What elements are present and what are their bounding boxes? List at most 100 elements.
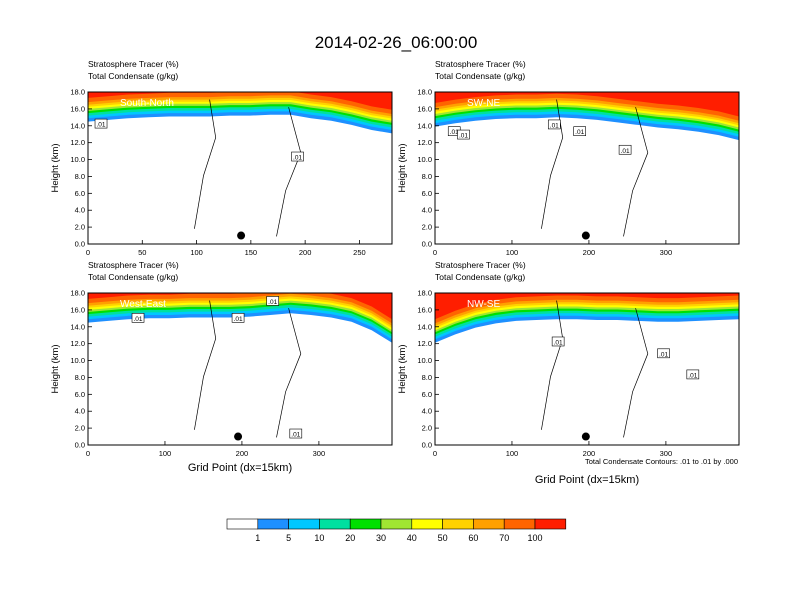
contour-label: .01 [234, 316, 243, 323]
x-tick-label: 300 [660, 248, 673, 257]
plot-area: .01 .01 .01 .01 [88, 293, 392, 445]
plot-area: .01 .01 [88, 92, 392, 244]
panel-west-east: Stratosphere Tracer (%) Total Condensate … [50, 260, 393, 458]
x-tick-label: 200 [583, 449, 596, 458]
x-axis-label-right: Grid Point (dx=15km) [535, 474, 639, 486]
contour-label: .01 [97, 122, 106, 129]
y-tick-label: 14.0 [70, 121, 85, 130]
contour-label: .01 [450, 129, 459, 136]
condensate-contour [194, 99, 217, 229]
legend-swatch [473, 518, 505, 530]
x-tick-label: 150 [245, 248, 258, 257]
y-tick-label: 14.0 [417, 322, 432, 331]
y-tick-label: 10.0 [70, 356, 85, 365]
y-tick-label: 8.0 [75, 172, 85, 181]
contour-label-box [266, 296, 280, 306]
y-tick-label: 2.0 [422, 424, 432, 433]
x-tick-label: 50 [138, 248, 146, 257]
y-tick-label: 18.0 [417, 88, 432, 97]
contour-label-box [291, 151, 304, 162]
plot-frame [434, 91, 740, 245]
y-tick-label: 6.0 [75, 189, 85, 198]
panel-header-tracer: Stratosphere Tracer (%) [88, 59, 179, 69]
y-tick-label: 6.0 [422, 390, 432, 399]
x-tick-label: 200 [583, 248, 596, 257]
location-marker [581, 231, 590, 240]
y-tick-label: 8.0 [75, 373, 85, 382]
legend-level-label: 100 [527, 533, 542, 543]
contour-label-box [551, 336, 565, 347]
contour-label-box [94, 118, 108, 129]
tracer-band-8 [435, 293, 739, 324]
y-tick-label: 0.0 [75, 240, 85, 249]
contour-label-box [131, 313, 145, 323]
tracer-band-9 [435, 293, 739, 320]
y-tick-label: 2.0 [75, 424, 85, 433]
y-tick-label: 4.0 [422, 206, 432, 215]
legend-level-label: 30 [376, 533, 386, 543]
legend-swatch [226, 518, 259, 530]
tracer-band-6 [88, 293, 392, 328]
x-tick-label: 100 [159, 449, 172, 458]
plot-frame [87, 292, 393, 446]
y-tick-label: 4.0 [422, 407, 432, 416]
y-tick-label: 16.0 [70, 104, 85, 113]
x-axis-label-left: Grid Point (dx=15km) [188, 462, 292, 474]
y-tick-label: 0.0 [422, 240, 432, 249]
tracer-band-9 [88, 92, 392, 110]
y-tick-label: 12.0 [70, 138, 85, 147]
y-tick-label: 12.0 [417, 339, 432, 348]
x-tick-label: 100 [506, 248, 519, 257]
contour-label-box [686, 369, 700, 380]
condensate-contour [623, 107, 649, 237]
x-tick-label: 0 [433, 248, 437, 257]
contour-label-box [457, 129, 470, 140]
tracer-band-7 [88, 293, 392, 326]
legend-level-label: 70 [499, 533, 509, 543]
panel-header-tracer: Stratosphere Tracer (%) [435, 59, 526, 69]
legend-level-label: 40 [407, 533, 417, 543]
y-tick-label: 0.0 [75, 441, 85, 450]
y-tick-label: 6.0 [422, 189, 432, 198]
y-tick-label: 18.0 [70, 88, 85, 97]
color-legend: 1 5 10 20 30 40 50 60 70 100 [226, 518, 567, 543]
x-tick-label: 100 [190, 248, 203, 257]
location-marker [234, 432, 243, 441]
legend-level-label: 60 [468, 533, 478, 543]
legend-swatch [380, 518, 413, 530]
condensate-contour [541, 99, 564, 229]
y-tick-label: 10.0 [70, 155, 85, 164]
y-tick-label: 12.0 [70, 339, 85, 348]
y-tick-label: 2.0 [75, 223, 85, 232]
plot-area: .01 .01 .01 [435, 293, 739, 445]
legend-swatch [288, 518, 320, 530]
panel-title: West-East [120, 299, 166, 310]
panel-header-condensate: Total Condensate (g/kg) [88, 272, 178, 282]
contour-label-box [573, 126, 586, 136]
contour-label: .01 [134, 316, 143, 323]
y-axis-label: Height (km) [397, 344, 408, 393]
tracer-band-9 [88, 293, 392, 320]
contour-label-box [618, 144, 632, 155]
panel-title: SW-NE [467, 98, 500, 109]
y-axis-label: Height (km) [50, 143, 61, 192]
contour-footnote: Total Condensate Contours: .01 to .01 by… [585, 457, 738, 466]
panel-header-condensate: Total Condensate (g/kg) [435, 272, 525, 282]
plot-frame [434, 292, 740, 446]
panel-header-condensate: Total Condensate (g/kg) [435, 71, 525, 81]
legend-level-label: 5 [286, 533, 291, 543]
y-tick-label: 16.0 [417, 305, 432, 314]
y-tick-label: 4.0 [75, 206, 85, 215]
x-tick-label: 200 [236, 449, 249, 458]
condensate-contour [276, 308, 302, 438]
y-tick-label: 8.0 [422, 373, 432, 382]
contour-label-box [657, 348, 670, 359]
condensate-contour [194, 300, 217, 430]
contour-label: .01 [268, 299, 277, 306]
condensate-contour [541, 300, 564, 430]
legend-swatch [503, 518, 536, 530]
location-marker [581, 432, 590, 441]
y-tick-label: 14.0 [417, 121, 432, 130]
y-tick-label: 4.0 [75, 407, 85, 416]
